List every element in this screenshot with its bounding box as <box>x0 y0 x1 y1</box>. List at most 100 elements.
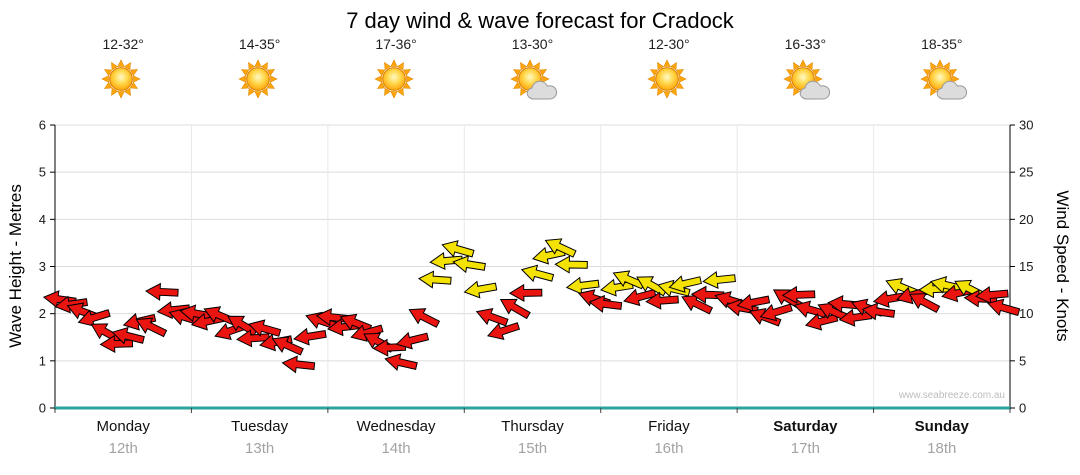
day-header-sunday: 18-35° <box>874 36 1010 104</box>
wind-arrow <box>908 293 941 314</box>
wind-arrow <box>384 353 418 371</box>
left-axis-tick-label: 4 <box>39 212 46 227</box>
wind-arrow <box>417 270 452 289</box>
wind-arrow <box>681 294 714 315</box>
wind-arrow <box>77 309 111 327</box>
day-header-wednesday: 17-36° <box>328 36 464 104</box>
right-axis-tick-label: 20 <box>1019 212 1033 227</box>
left-axis-tick-label: 1 <box>39 353 46 368</box>
day-date: 16th <box>654 440 684 457</box>
wind-arrow <box>441 240 475 258</box>
left-axis-tick-label: 3 <box>39 259 46 274</box>
day-label-tuesday: Tuesday 13th <box>191 418 327 457</box>
day-label-wednesday: Wednesday 14th <box>328 418 464 457</box>
day-label-friday: Friday 16th <box>601 418 737 457</box>
wind-arrow <box>702 270 736 289</box>
right-axis-tick-label: 10 <box>1019 306 1033 321</box>
sun-shape <box>374 59 414 99</box>
day-header-saturday: 16-33° <box>737 36 873 104</box>
day-date: 15th <box>517 440 548 457</box>
cloud-shape <box>527 80 558 100</box>
wind-arrow <box>554 255 588 274</box>
wind-arrow <box>645 291 679 310</box>
wind-arrow <box>861 302 896 321</box>
wind-arrow <box>508 283 543 303</box>
sun-icon <box>601 56 737 104</box>
wind-arrow <box>974 285 1009 305</box>
day-name: Thursday <box>501 418 564 435</box>
sun-cloud-icon <box>464 56 600 104</box>
wind-arrow <box>475 308 509 327</box>
right-axis-tick-label: 15 <box>1019 259 1033 274</box>
day-date: 14th <box>381 440 411 457</box>
right-axis-tick-label: 0 <box>1019 401 1026 416</box>
temperature-range: 18-35° <box>921 36 963 52</box>
day-name: Saturday <box>773 418 838 435</box>
wind-arrow <box>408 308 441 328</box>
sun-cloud-icon <box>737 56 873 104</box>
weather-icon-svg <box>510 59 558 100</box>
wind-arrow <box>281 355 316 374</box>
wind-arrow <box>486 322 521 341</box>
left-axis-tick-label: 2 <box>39 306 46 321</box>
wind-arrow <box>395 331 430 350</box>
day-label-monday: Monday 12th <box>55 418 191 457</box>
day-label-saturday: Saturday 17th <box>737 418 873 457</box>
temperature-range: 14-35° <box>238 36 281 52</box>
cloud-shape <box>936 80 967 100</box>
temperature-range: 17-36° <box>375 36 417 52</box>
wind-arrow <box>452 255 486 274</box>
wind-arrow <box>520 264 555 283</box>
sun-icon <box>55 56 191 104</box>
day-header-friday: 12-30° <box>601 36 737 104</box>
day-header-thursday: 13-30° <box>464 36 600 104</box>
day-date: 13th <box>245 440 275 457</box>
sun-shape <box>647 59 687 99</box>
sun-shape <box>237 59 278 99</box>
day-label-sunday: Sunday 18th <box>874 418 1010 457</box>
wind-arrow <box>248 319 282 337</box>
wind-arrow <box>772 289 804 310</box>
cloud-shape <box>800 80 831 100</box>
right-axis-tick-label: 25 <box>1019 165 1033 180</box>
wind-arrow <box>544 238 577 258</box>
day-header-monday: 12-32° <box>55 36 191 104</box>
wind-arrow <box>987 298 1021 317</box>
day-name: Tuesday <box>231 418 289 435</box>
right-axis-title: Wind Speed - Knots <box>1053 190 1072 342</box>
wind-arrow <box>565 276 600 295</box>
wind-arrow <box>668 275 702 293</box>
wind-arrow <box>271 336 304 356</box>
temperature-range: 13-30° <box>511 36 554 52</box>
weather-icon-svg <box>374 59 414 99</box>
wind-arrow <box>463 280 498 299</box>
sun-icon <box>328 56 464 104</box>
left-axis-tick-label: 0 <box>39 401 46 416</box>
right-axis-tick-label: 30 <box>1019 118 1033 133</box>
weather-icon-svg <box>920 59 967 100</box>
left-axis-tick-label: 5 <box>39 165 46 180</box>
page-title: 7 day wind & wave forecast for Cradock <box>346 8 734 33</box>
wind-arrow <box>135 317 168 338</box>
wind-arrow <box>623 288 657 307</box>
day-date: 12th <box>108 440 138 457</box>
wind-arrow <box>781 285 816 304</box>
wind-arrow <box>872 290 907 308</box>
temperature-range: 16-33° <box>784 36 827 52</box>
wind-arrow <box>736 293 771 312</box>
wind-arrow <box>293 327 327 346</box>
wind-arrow <box>145 282 179 301</box>
day-name: Monday <box>96 418 150 435</box>
sun-icon <box>191 56 327 104</box>
wind-arrow <box>817 302 850 322</box>
day-name: Wednesday <box>356 418 436 435</box>
weather-icon-svg <box>647 59 687 99</box>
wind-arrow <box>588 294 623 313</box>
day-date: 17th <box>790 440 820 457</box>
weather-icon-svg <box>783 59 831 100</box>
sun-cloud-icon <box>874 56 1010 104</box>
wind-arrow <box>429 251 463 271</box>
day-name: Friday <box>648 418 690 435</box>
wind-arrow <box>499 298 531 320</box>
